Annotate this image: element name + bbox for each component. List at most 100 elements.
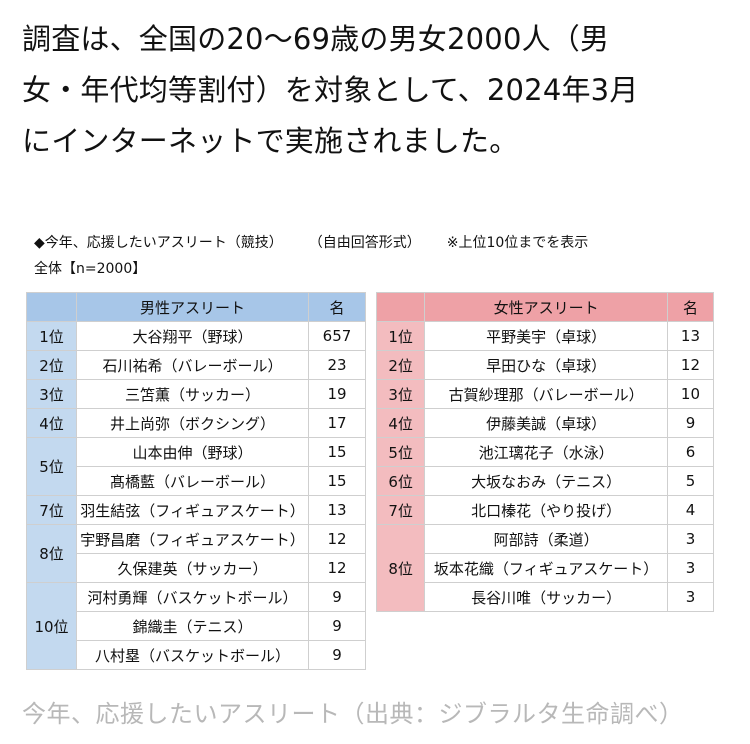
table-row: 3位 古賀紗理那（バレーボール） 10 (375, 379, 715, 409)
count-cell: 3 (666, 582, 715, 612)
athlete-cell: 八村塁（バスケットボール） (76, 640, 309, 670)
athlete-cell: 三笘薫（サッカー） (76, 379, 309, 409)
survey-base: 全体【n=2000】 (34, 261, 147, 277)
count-cell: 23 (308, 350, 366, 380)
table-row: 錦織圭（テニス） 9 (27, 611, 366, 641)
rank-cell: 7位 (26, 495, 77, 525)
count-cell: 9 (308, 582, 366, 612)
count-cell: 5 (666, 466, 715, 496)
count-cell: 9 (666, 408, 715, 438)
table-row: 1位 大谷翔平（野球） 657 (26, 321, 366, 351)
count-cell: 10 (666, 379, 715, 409)
rank-cell: 1位 (26, 321, 77, 351)
athlete-cell: 河村勇輝（バスケットボール） (76, 582, 309, 612)
count-cell: 17 (308, 408, 366, 438)
rank-cell: 1位 (375, 321, 426, 351)
count-cell: 3 (666, 553, 715, 583)
table-row: 10位 河村勇輝（バスケットボール） 9 (26, 582, 366, 670)
athlete-cell: 長谷川唯（サッカー） (424, 582, 668, 612)
rank-cell: 3位 (375, 379, 426, 409)
count-cell: 6 (666, 437, 715, 467)
athlete-cell: 池江璃花子（水泳） (424, 437, 668, 467)
table-row: 4位 伊藤美誠（卓球） 9 (375, 408, 715, 438)
women-ranking-table: 女性アスリート 名 1位 平野美宇（卓球） 13 2位 早田ひな（卓球） 12 … (375, 292, 715, 612)
rank-cell: 8位 (375, 524, 426, 612)
athlete-cell: 錦織圭（テニス） (76, 611, 309, 641)
rank-cell: 8位 (26, 524, 77, 583)
table-row: 長谷川唯（サッカー） 3 (377, 582, 715, 612)
count-cell: 9 (308, 640, 366, 670)
table-row: 坂本花織（フィギュアスケート） 3 (377, 553, 715, 583)
rank-cell: 4位 (375, 408, 426, 438)
header-athlete-label: 女性アスリート (424, 292, 668, 322)
athlete-cell: 阿部詩（柔道） (424, 524, 668, 554)
rank-cell: 4位 (26, 408, 77, 438)
intro-line: 女・年代均等割付）を対象として、2024年3月 (22, 73, 639, 107)
rank-cell: 2位 (26, 350, 77, 380)
rank-cell: 7位 (375, 495, 426, 525)
table-row: 7位 羽生結弦（フィギュアスケート） 13 (26, 495, 366, 525)
table-header-row: 男性アスリート 名 (26, 292, 366, 322)
count-cell: 15 (308, 437, 366, 467)
count-cell: 13 (308, 495, 366, 525)
survey-figure: ◆今年、応援したいアスリート（競技） （自由回答形式） ※上位10位までを表示 全体… (24, 226, 715, 686)
table-row: 4位 井上尚弥（ボクシング） 17 (26, 408, 366, 438)
athlete-cell: 大坂なおみ（テニス） (424, 466, 668, 496)
table-header-row: 女性アスリート 名 (375, 292, 715, 322)
rank-cell: 10位 (26, 582, 77, 670)
survey-meta: ◆今年、応援したいアスリート（競技） （自由回答形式） ※上位10位までを表示 全体… (34, 230, 588, 282)
count-cell: 4 (666, 495, 715, 525)
athlete-cell: 平野美宇（卓球） (424, 321, 668, 351)
athlete-cell: 久保建英（サッカー） (76, 553, 309, 583)
table-row: 5位 山本由伸（野球） 15 (26, 437, 366, 496)
athlete-cell: 髙橋藍（バレーボール） (76, 466, 309, 496)
table-row: 3位 三笘薫（サッカー） 19 (26, 379, 366, 409)
athlete-cell: 坂本花織（フィギュアスケート） (424, 553, 668, 583)
count-cell: 13 (666, 321, 715, 351)
header-athlete-label: 男性アスリート (76, 292, 309, 322)
athlete-cell: 石川祐希（バレーボール） (76, 350, 309, 380)
rank-cell: 3位 (26, 379, 77, 409)
header-count-label: 名 (666, 292, 715, 322)
athlete-cell: 宇野昌磨（フィギュアスケート） (76, 524, 309, 554)
table-row: 5位 池江璃花子（水泳） 6 (375, 437, 715, 467)
athlete-cell: 井上尚弥（ボクシング） (76, 408, 309, 438)
rank-cell: 2位 (375, 350, 426, 380)
count-cell: 3 (666, 524, 715, 554)
table-row: 2位 早田ひな（卓球） 12 (375, 350, 715, 380)
count-cell: 12 (308, 553, 366, 583)
intro-line: 調査は、全国の20〜69歳の男女2000人（男 (22, 22, 610, 56)
athlete-cell: 羽生結弦（フィギュアスケート） (76, 495, 309, 525)
athlete-cell: 山本由伸（野球） (76, 437, 309, 467)
table-row: 6位 大坂なおみ（テニス） 5 (375, 466, 715, 496)
athlete-cell: 大谷翔平（野球） (76, 321, 309, 351)
header-count-label: 名 (308, 292, 366, 322)
athlete-cell: 古賀紗理那（バレーボール） (424, 379, 668, 409)
count-cell: 12 (308, 524, 366, 554)
count-cell: 12 (666, 350, 715, 380)
table-row: 1位 平野美宇（卓球） 13 (375, 321, 715, 351)
count-cell: 657 (308, 321, 366, 351)
count-cell: 9 (308, 611, 366, 641)
men-ranking-table: 男性アスリート 名 1位 大谷翔平（野球） 657 2位 石川祐希（バレーボール… (26, 292, 366, 670)
athlete-cell: 早田ひな（卓球） (424, 350, 668, 380)
table-row: 2位 石川祐希（バレーボール） 23 (26, 350, 366, 380)
table-row: 髙橋藍（バレーボール） 15 (27, 466, 366, 496)
table-row: 久保建英（サッカー） 12 (27, 553, 366, 583)
rank-cell: 5位 (26, 437, 77, 496)
header-rank-cell (375, 292, 426, 322)
survey-format: （自由回答形式） (308, 235, 421, 251)
athlete-cell: 伊藤美誠（卓球） (424, 408, 668, 438)
rank-cell: 6位 (375, 466, 426, 496)
figure-caption: 今年、応援したいアスリート（出典：ジブラルタ生命調べ） (22, 700, 684, 728)
intro-line: にインターネットで実施されました。 (22, 124, 519, 158)
table-row: 8位 阿部詩（柔道） 3 (375, 524, 715, 612)
table-row: 八村塁（バスケットボール） 9 (27, 640, 366, 670)
survey-question: ◆今年、応援したいアスリート（競技） (34, 235, 283, 251)
count-cell: 15 (308, 466, 366, 496)
survey-note: ※上位10位までを表示 (446, 235, 589, 251)
table-row: 8位 宇野昌磨（フィギュアスケート） 12 (26, 524, 366, 583)
header-rank-cell (26, 292, 77, 322)
intro-paragraph: 調査は、全国の20〜69歳の男女2000人（男 女・年代均等割付）を対象として、… (22, 14, 728, 167)
rank-cell: 5位 (375, 437, 426, 467)
